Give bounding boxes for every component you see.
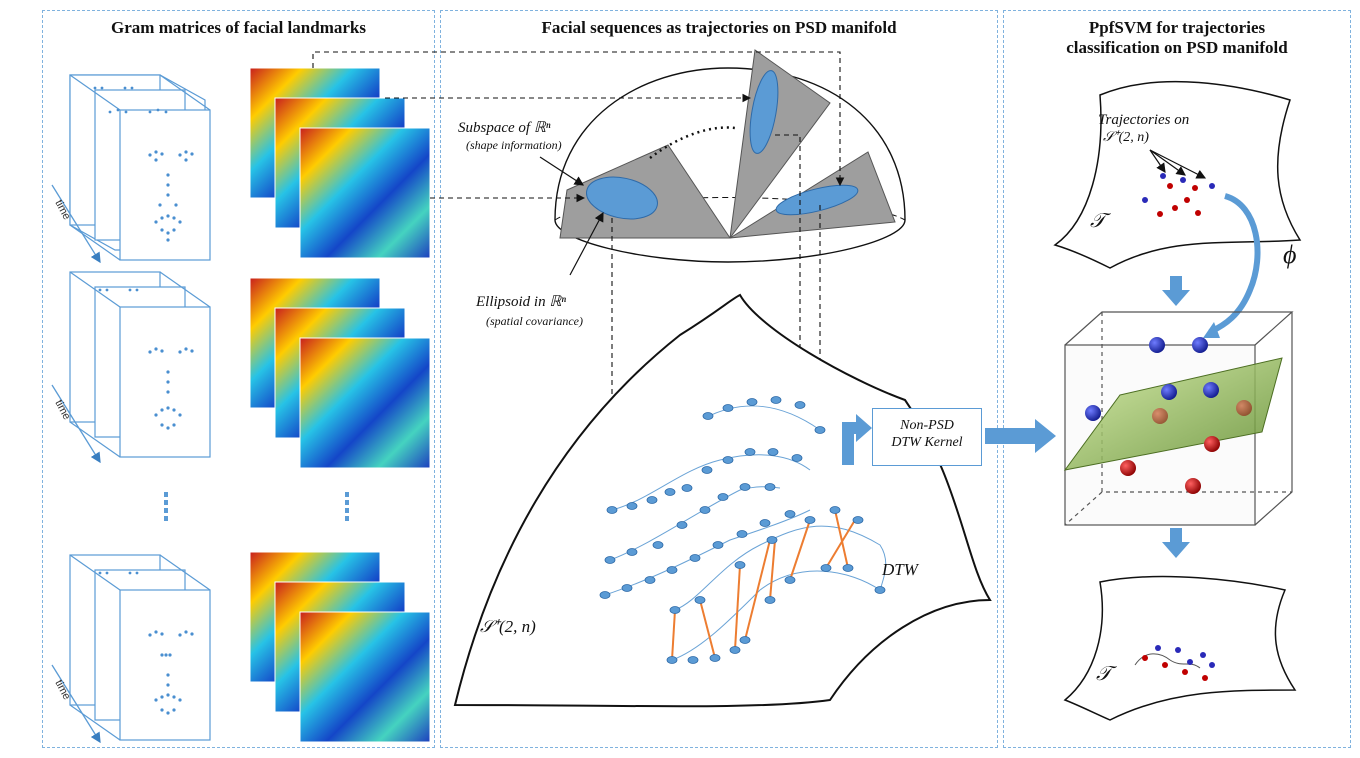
ellipsoid-note: (spatial covariance) <box>486 314 583 328</box>
face-stack-3 <box>69 554 211 741</box>
gram-stack-3 <box>249 551 431 743</box>
svm-points <box>1085 337 1252 494</box>
ellipsis-dots <box>164 492 349 521</box>
right-panel-title-line1: PpfSVM for trajectories <box>1088 18 1266 37</box>
trajectories-label: Trajectories on <box>1098 112 1190 128</box>
trajectory-nodes <box>599 396 886 664</box>
time-arrows <box>51 184 101 744</box>
dtw-kernel-box: Non-PSD DTW Kernel <box>872 408 982 466</box>
dotted-arc <box>649 126 736 159</box>
face-stack-1 <box>69 74 211 261</box>
phi-label: ϕ <box>1283 240 1297 269</box>
phi-arrow <box>1208 193 1261 335</box>
down-arrow-2 <box>1162 528 1190 558</box>
kernel-to-svm-arrow <box>985 419 1056 453</box>
trajectory-dots-top <box>1142 173 1215 217</box>
gram-stack-2 <box>249 277 431 469</box>
face-stack-2 <box>69 271 211 458</box>
kernel-line1: Non-PSD <box>900 418 954 433</box>
ellipsoid-arrow <box>569 211 604 276</box>
ellipsoid-label: Ellipsoid in ℝⁿ <box>476 294 566 310</box>
panel-ppfsvm <box>1003 10 1351 748</box>
subspace-note: (shape information) <box>466 138 562 152</box>
trajectories-space: 𝒮⁺(2, n) <box>1103 130 1149 145</box>
landmark-dots <box>93 86 194 715</box>
manifold-to-kernel-arrow <box>842 414 872 465</box>
panel-trajectories <box>440 10 998 748</box>
dtw-label: DTW <box>882 560 918 579</box>
dtw-links <box>671 509 856 661</box>
tangent-label-bottom: 𝒯 <box>1096 663 1112 685</box>
traj-arrow-3 <box>1149 149 1207 179</box>
tangent-label-top: 𝒯 <box>1090 210 1106 232</box>
connector-top <box>312 51 845 187</box>
traj-arrow-1 <box>1149 149 1166 173</box>
subspace-label: Subspace of ℝⁿ <box>458 120 551 136</box>
middle-panel-title: Facial sequences as trajectories on PSD … <box>541 18 897 37</box>
separating-hyperplane <box>1063 357 1283 471</box>
right-panel-title-line2: classification on PSD manifold <box>1066 38 1288 57</box>
panel-gram-matrices <box>42 10 435 748</box>
manifold-label: 𝒮⁺(2, n) <box>480 617 536 636</box>
connector-down-2 <box>775 134 805 400</box>
gram-stack-1 <box>249 67 431 259</box>
ellipsoids <box>586 70 859 220</box>
phi-arrowhead <box>1203 322 1220 338</box>
trajectory-dots-bottom <box>1134 645 1215 681</box>
traj-arrow-2 <box>1149 149 1186 176</box>
kernel-line2: DTW Kernel <box>891 435 963 450</box>
left-panel-title: Gram matrices of facial landmarks <box>111 18 366 37</box>
subspace-arrow <box>539 156 585 186</box>
down-arrow-1 <box>1162 276 1190 306</box>
tangent-surface-top <box>1053 80 1302 269</box>
